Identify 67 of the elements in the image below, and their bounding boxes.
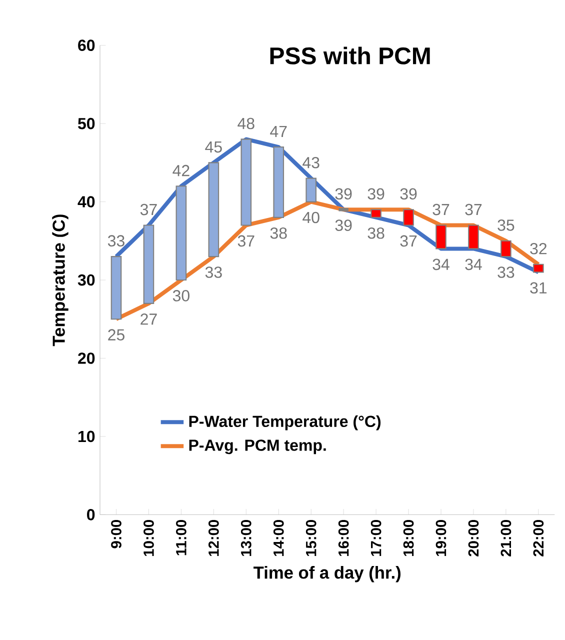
bar — [403, 209, 414, 226]
data-label: 37 — [432, 204, 450, 216]
data-label: 38 — [270, 227, 287, 239]
legend-label: P-Avg. PCM temp. — [189, 440, 326, 454]
bar — [500, 240, 512, 258]
x-tick-label: 22:00 — [533, 520, 544, 556]
data-label: 33 — [205, 266, 222, 278]
data-label: 37 — [400, 235, 417, 247]
data-label: 37 — [238, 235, 254, 247]
bar — [143, 224, 154, 304]
y-tick-label: 20 — [78, 352, 95, 364]
data-label: 39 — [335, 220, 352, 231]
y-tick-label: 60 — [78, 40, 95, 51]
data-label: 42 — [172, 164, 190, 176]
bar — [533, 264, 544, 273]
data-label: 30 — [172, 290, 190, 302]
data-label: 39 — [400, 188, 417, 200]
x-tick-label: 19:00 — [436, 520, 446, 556]
x-axis-title: Time of a day (hr.) — [254, 566, 400, 582]
data-label: 31 — [530, 282, 547, 294]
legend-label: P-Water Temperature (°C) — [189, 415, 381, 430]
x-tick-label: 14:00 — [273, 520, 284, 556]
bar — [208, 162, 220, 258]
x-tick-label: 13:00 — [240, 520, 252, 556]
chart-title: PSS with PCM — [270, 46, 430, 64]
bar — [110, 256, 122, 320]
y-tick-label: 10 — [78, 430, 95, 442]
x-tick-label: 12:00 — [208, 520, 219, 556]
y-tick-label: 50 — [78, 118, 95, 130]
data-label: 39 — [335, 188, 352, 200]
x-tick-label: 10:00 — [144, 520, 154, 556]
data-label: 37 — [465, 204, 482, 216]
data-label: 40 — [302, 212, 320, 224]
data-label: 32 — [530, 242, 547, 254]
data-label: 37 — [140, 204, 157, 216]
x-tick-label: 18:00 — [403, 520, 414, 556]
bar — [273, 146, 284, 218]
y-tick-label: 0 — [87, 509, 95, 520]
data-label: 43 — [302, 156, 320, 168]
data-label: 33 — [498, 266, 514, 278]
bar — [468, 224, 479, 250]
y-tick-label: 30 — [78, 274, 95, 286]
data-label: 33 — [108, 235, 124, 246]
data-label: 39 — [368, 188, 384, 200]
x-tick-label: 9:00 — [111, 520, 122, 548]
x-tick-label: 15:00 — [306, 520, 316, 556]
y-tick-label: 40 — [78, 196, 95, 208]
data-label: 35 — [498, 220, 514, 231]
data-label: 48 — [238, 118, 254, 130]
bar — [306, 178, 317, 202]
x-tick-label: 20:00 — [468, 520, 479, 556]
data-label: 34 — [465, 258, 482, 270]
x-tick-label: 17:00 — [370, 520, 382, 556]
data-label: 34 — [432, 258, 450, 270]
bar — [240, 138, 252, 226]
data-label: 25 — [108, 329, 124, 340]
data-label: 27 — [140, 314, 157, 325]
x-tick-label: 11:00 — [176, 520, 186, 556]
data-label: 38 — [368, 227, 384, 239]
x-tick-label: 21:00 — [500, 520, 512, 556]
bar — [436, 224, 446, 250]
data-label: 45 — [205, 141, 222, 153]
data-label: 47 — [270, 126, 287, 137]
bar — [370, 209, 382, 218]
x-tick-label: 16:00 — [338, 520, 349, 556]
bar — [176, 186, 187, 281]
y-axis-title: Temperature (C) — [52, 214, 68, 346]
